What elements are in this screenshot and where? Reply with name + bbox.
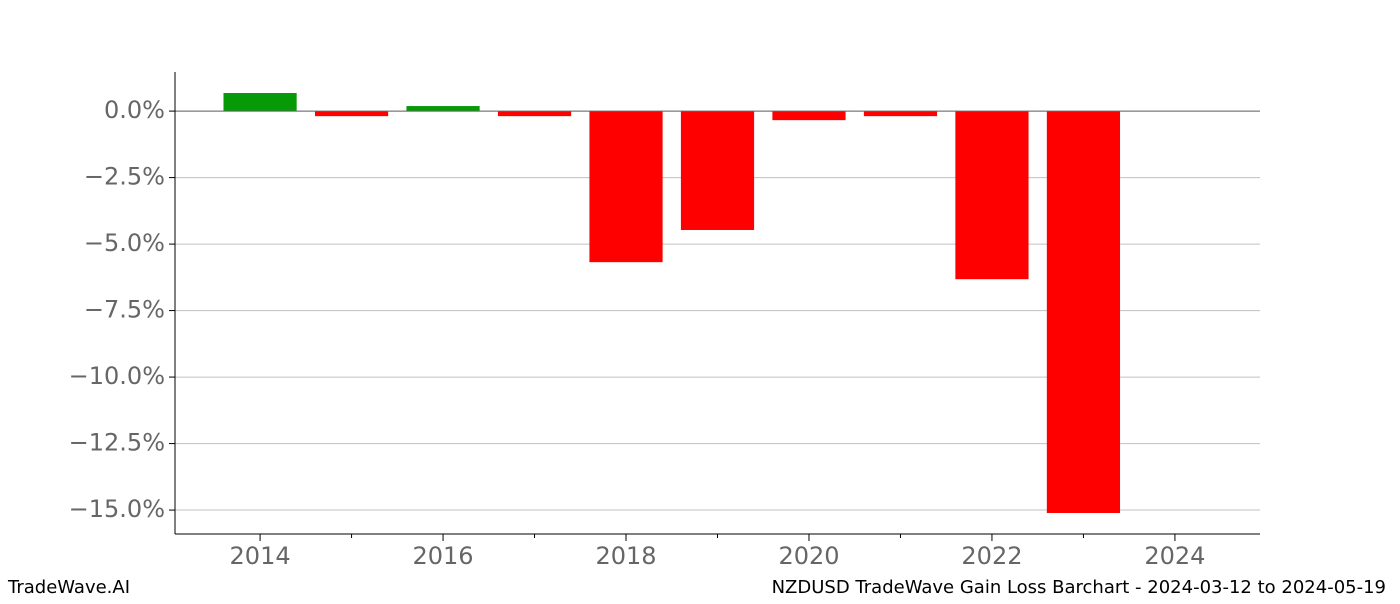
x-tick-label: 2018 [595,542,656,570]
y-tick-label: −5.0% [84,229,165,257]
bar [680,111,755,230]
bar [772,111,846,121]
bar [314,111,389,117]
y-tick-label: 0.0% [104,96,165,124]
bar [955,111,1029,280]
bar [863,111,938,117]
x-tick-label: 2016 [413,542,474,570]
x-tick-label: 2024 [1144,542,1205,570]
x-tick-label: 2022 [961,542,1022,570]
footer-right: NZDUSD TradeWave Gain Loss Barchart - 20… [772,577,1386,598]
y-tick-label: −2.5% [84,163,165,191]
bar [589,111,663,263]
bar [223,93,297,112]
x-tick-label: 2020 [778,542,839,570]
y-tick-label: −12.5% [69,429,165,457]
y-tick-label: −15.0% [69,495,165,523]
bar [497,111,572,117]
y-tick-label: −10.0% [69,362,165,390]
y-tick-label: −7.5% [84,296,165,324]
x-tick-label: 2014 [230,542,291,570]
bar [1046,111,1121,513]
footer-left: TradeWave.AI [7,577,130,598]
bar [406,106,480,112]
